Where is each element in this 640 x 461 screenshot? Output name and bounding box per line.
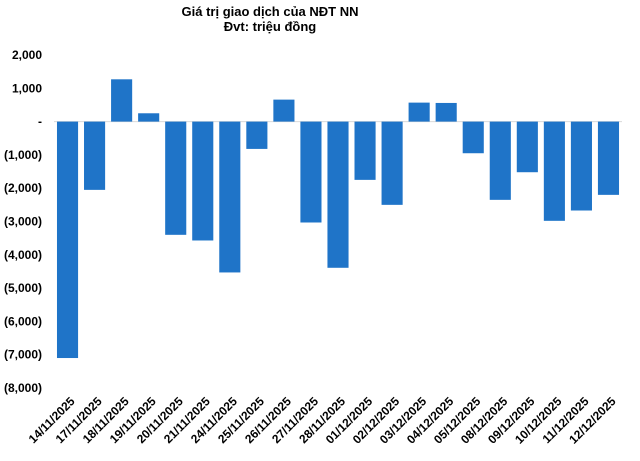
y-tick-label: (3,000) (4, 215, 42, 229)
bar-27-11-2025 (300, 121, 322, 223)
y-tick-label: (7,000) (4, 348, 42, 362)
y-axis: 2,000 1,000 - (1,000) (2,000) (3,000) (4,000) (… (4, 48, 42, 395)
y-tick-label: (1,000) (4, 148, 42, 162)
bar-17-11-2025 (84, 121, 106, 190)
bar-18-11-2025 (111, 79, 133, 122)
y-tick-label: 2,000 (12, 48, 42, 62)
y-tick-label: (6,000) (4, 314, 42, 328)
bar-25-11-2025 (246, 121, 268, 149)
bars (54, 79, 622, 359)
y-tick-label: 1,000 (12, 81, 42, 95)
x-axis: 14/11/202517/11/202518/11/202519/11/2025… (26, 394, 619, 447)
bar-04-12-2025 (435, 102, 457, 122)
bar-05-12-2025 (462, 121, 484, 154)
y-tick-label: (5,000) (4, 281, 42, 295)
bar-24-11-2025 (219, 121, 241, 273)
y-tick-label: (8,000) (4, 381, 42, 395)
bar-20-11-2025 (165, 121, 187, 235)
bar-19-11-2025 (138, 113, 160, 122)
bar-21-11-2025 (192, 121, 214, 241)
bar-14-11-2025 (56, 121, 79, 359)
bar-10-12-2025 (543, 121, 565, 221)
bar-01-12-2025 (354, 121, 376, 180)
bar-02-12-2025 (381, 121, 403, 205)
bar-08-12-2025 (489, 121, 511, 200)
bar-28-11-2025 (327, 121, 349, 268)
bar-12-12-2025 (597, 121, 620, 195)
chart-subtitle: Đvt: triệu đồng (224, 19, 316, 34)
y-tick-label: (4,000) (4, 248, 42, 262)
chart-title: Giá trị giao dịch của NĐT NN (182, 4, 359, 19)
bar-11-12-2025 (570, 121, 592, 211)
y-tick-label: - (38, 115, 42, 129)
y-tick-label: (2,000) (4, 181, 42, 195)
bar-26-11-2025 (273, 99, 295, 122)
bar-03-12-2025 (408, 102, 430, 122)
bar-09-12-2025 (516, 121, 538, 173)
